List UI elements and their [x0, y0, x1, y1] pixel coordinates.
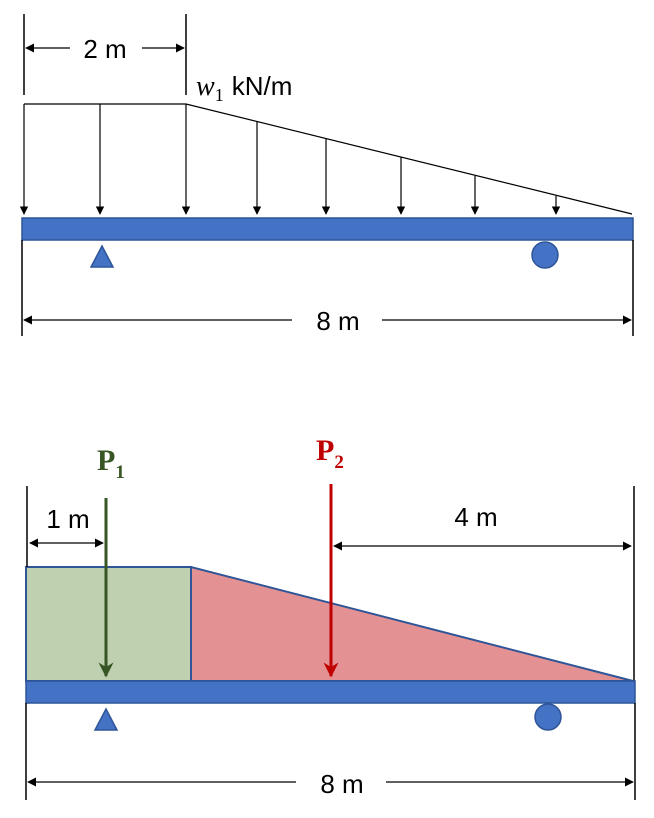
bottom-beam [25, 680, 636, 704]
top-load-label: w1 kN/m [196, 71, 292, 105]
top-load-arrows [19, 104, 561, 215]
top-beam [21, 217, 634, 241]
triangular-load-area [190, 565, 634, 682]
bottom-pin-support [93, 707, 119, 731]
top-diagram: 2 m w1 kN/m 8 m [19, 14, 634, 336]
dim-4m-label: 4 m [454, 502, 497, 532]
p2-label: P2 [316, 434, 344, 473]
bottom-diagram: P1 P2 1 m 4 m 8 m [25, 434, 636, 800]
dim-1m-label: 1 m [46, 504, 89, 534]
top-length-label: 8 m [316, 306, 359, 336]
top-load-outline [24, 103, 633, 215]
bottom-length-label: 8 m [320, 769, 363, 799]
top-dim-2m-label: 2 m [83, 34, 126, 64]
bottom-roller-support [534, 703, 562, 731]
top-pin-support [89, 244, 115, 268]
p1-label: P1 [97, 444, 125, 483]
top-roller-support [531, 241, 559, 269]
rectangular-load-area [25, 566, 192, 682]
